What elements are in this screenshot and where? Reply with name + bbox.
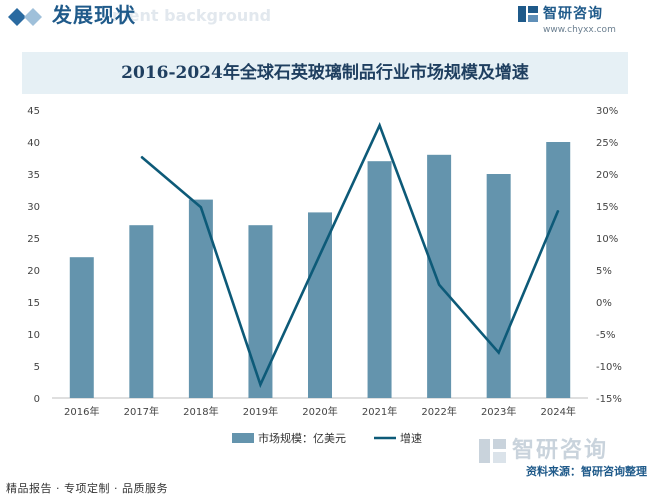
zhiyan-logo-icon bbox=[518, 6, 538, 22]
x-axis-tick-label: 2022年 bbox=[421, 405, 456, 418]
x-axis-tick-label: 2023年 bbox=[481, 405, 516, 418]
chart-title: 2016-2024年全球石英玻璃制品行业市场规模及增速 bbox=[121, 63, 529, 83]
right-axis-tick-label: -5% bbox=[596, 330, 615, 341]
left-axis-tick-label: 45 bbox=[27, 106, 40, 117]
x-axis-tick-label: 2020年 bbox=[302, 405, 337, 418]
bar bbox=[69, 257, 94, 398]
chart-title-band: 2016-2024年全球石英玻璃制品行业市场规模及增速 bbox=[22, 52, 628, 94]
right-axis-tick-label: -15% bbox=[596, 394, 622, 405]
growth-point bbox=[140, 156, 142, 158]
right-axis-tick-label: 30% bbox=[596, 106, 618, 117]
watermark-logo: 智研咨询 bbox=[478, 437, 658, 467]
growth-point bbox=[319, 254, 321, 256]
left-axis-tick-label: 30 bbox=[27, 202, 40, 213]
legend-label-growth: 增速 bbox=[400, 431, 422, 445]
x-axis-tick-label: 2019年 bbox=[243, 405, 278, 418]
growth-point bbox=[379, 124, 381, 126]
right-axis-tick-label: -10% bbox=[596, 362, 622, 373]
bar bbox=[308, 212, 332, 398]
growth-point bbox=[438, 284, 440, 286]
bar bbox=[129, 225, 154, 398]
left-axis-tick-label: 10 bbox=[27, 330, 40, 341]
x-axis-tick-label: 2024年 bbox=[540, 405, 575, 418]
right-axis-tick-label: 20% bbox=[596, 170, 618, 181]
x-axis-tick-label: 2017年 bbox=[124, 405, 159, 418]
left-axis-tick-label: 15 bbox=[27, 298, 40, 309]
section-title: 发展现状 bbox=[52, 3, 136, 27]
x-axis-tick-label: 2018年 bbox=[183, 405, 218, 418]
brand-url: www.chyxx.com bbox=[543, 25, 616, 35]
left-axis-tick-label: 40 bbox=[27, 138, 40, 149]
diamond-decoration-icon bbox=[8, 8, 42, 26]
left-axis-tick-label: 25 bbox=[27, 234, 40, 245]
growth-point bbox=[259, 384, 261, 386]
source-note: 资料来源：智研咨询整理 bbox=[526, 465, 647, 478]
x-axis-tick-label: 2021年 bbox=[362, 405, 397, 418]
bar bbox=[427, 154, 452, 398]
left-axis-tick-label: 5 bbox=[34, 362, 40, 373]
left-axis-tick-label: 20 bbox=[27, 266, 40, 277]
legend-swatch-bar bbox=[232, 433, 254, 443]
bar bbox=[486, 174, 511, 398]
top-bar: ment background 发展现状 bbox=[0, 0, 659, 38]
brand-name: 智研咨询 bbox=[543, 6, 603, 22]
bar bbox=[546, 142, 571, 398]
right-axis-tick-label: 0% bbox=[596, 298, 612, 309]
bar bbox=[367, 161, 392, 398]
bar bbox=[248, 225, 273, 398]
footer-slogan: 精品报告 · 专项定制 · 品质服务 bbox=[6, 482, 168, 495]
brand-logo: 智研咨询 www.chyxx.com bbox=[517, 4, 637, 38]
growth-point bbox=[200, 206, 202, 208]
right-axis-tick-label: 10% bbox=[596, 234, 618, 245]
right-axis-tick-label: 5% bbox=[596, 266, 612, 277]
section-background-text: ment background bbox=[112, 6, 272, 25]
right-axis-tick-label: 15% bbox=[596, 202, 618, 213]
chart-area: 0 5 10 15 20 25 30 35 40 45 -15% -10% -5% 0% 5% 10% 15% 2… bbox=[27, 106, 622, 445]
left-axis-tick-label: 0 bbox=[34, 394, 40, 405]
right-axis-tick-label: 25% bbox=[596, 138, 618, 149]
x-axis-tick-label: 2016年 bbox=[64, 405, 99, 418]
watermark-logo-icon bbox=[479, 439, 506, 463]
legend-label-market-size: 市场规模：亿美元 bbox=[258, 431, 346, 445]
watermark-text: 智研咨询 bbox=[512, 438, 609, 463]
growth-point bbox=[557, 209, 559, 211]
growth-line bbox=[140, 122, 560, 389]
left-axis-tick-label: 35 bbox=[27, 170, 40, 181]
growth-point bbox=[498, 352, 500, 354]
